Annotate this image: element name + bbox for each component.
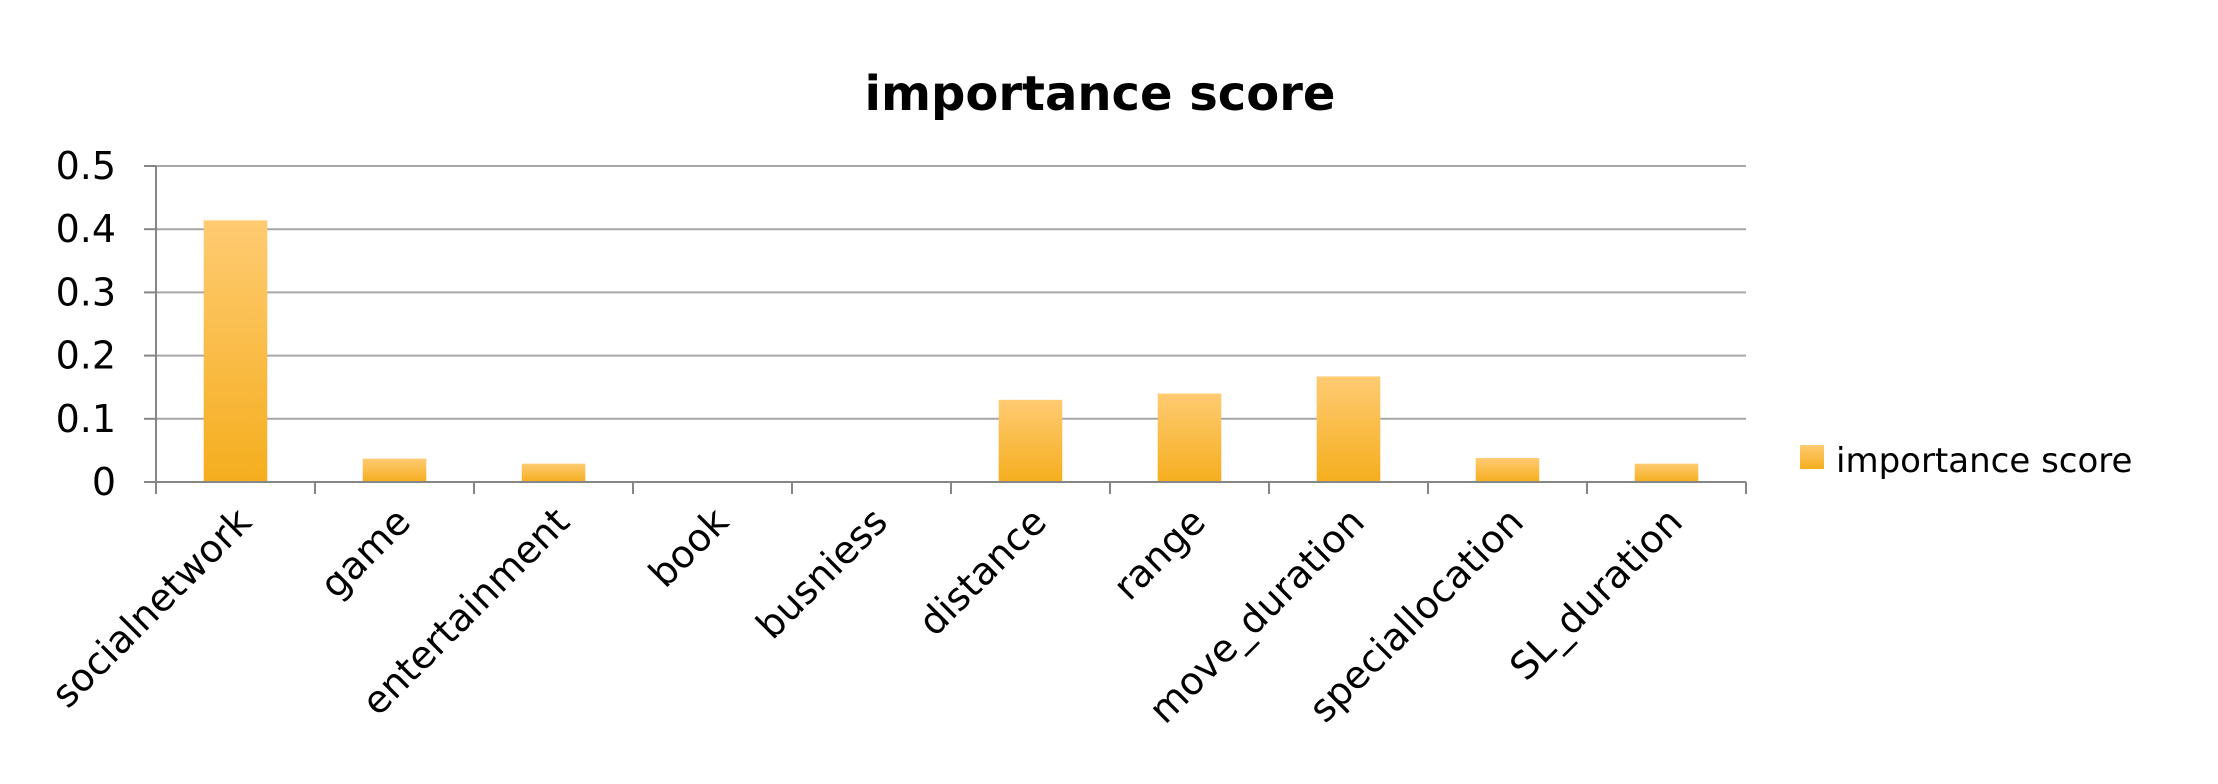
legend-swatch [1800, 445, 1824, 469]
bars [203, 220, 1699, 483]
y-tick-label: 0.1 [56, 397, 116, 441]
bar [1157, 393, 1222, 482]
bar [1634, 463, 1699, 482]
chart-title: importance score [865, 66, 1336, 122]
x-tick-label: distance [910, 499, 1055, 644]
legend-label: importance score [1836, 441, 2132, 481]
x-tick-label: SL_duration [1501, 499, 1691, 689]
bar [521, 463, 586, 482]
y-tick-label: 0.2 [56, 334, 116, 378]
bar [203, 220, 268, 483]
x-tick-label: game [312, 499, 419, 606]
gridlines [156, 165, 1746, 420]
y-tick-label: 0 [92, 460, 116, 504]
axes [144, 165, 1747, 494]
x-tick-label: busniess [748, 499, 896, 647]
bar [1316, 376, 1381, 482]
x-tick-label: book [640, 499, 737, 596]
x-tick-label: range [1105, 499, 1214, 608]
bar [998, 399, 1063, 482]
bar [1475, 457, 1540, 482]
bar [362, 458, 427, 482]
y-tick-label: 0.4 [56, 207, 116, 251]
y-tick-label: 0.5 [56, 144, 116, 188]
legend: importance score [1800, 441, 2132, 481]
x-tick-label: socialnetwork [43, 499, 260, 716]
y-tick-label: 0.3 [56, 270, 116, 314]
y-axis-ticks: 0 0.1 0.2 0.3 0.4 0.5 [56, 144, 116, 504]
